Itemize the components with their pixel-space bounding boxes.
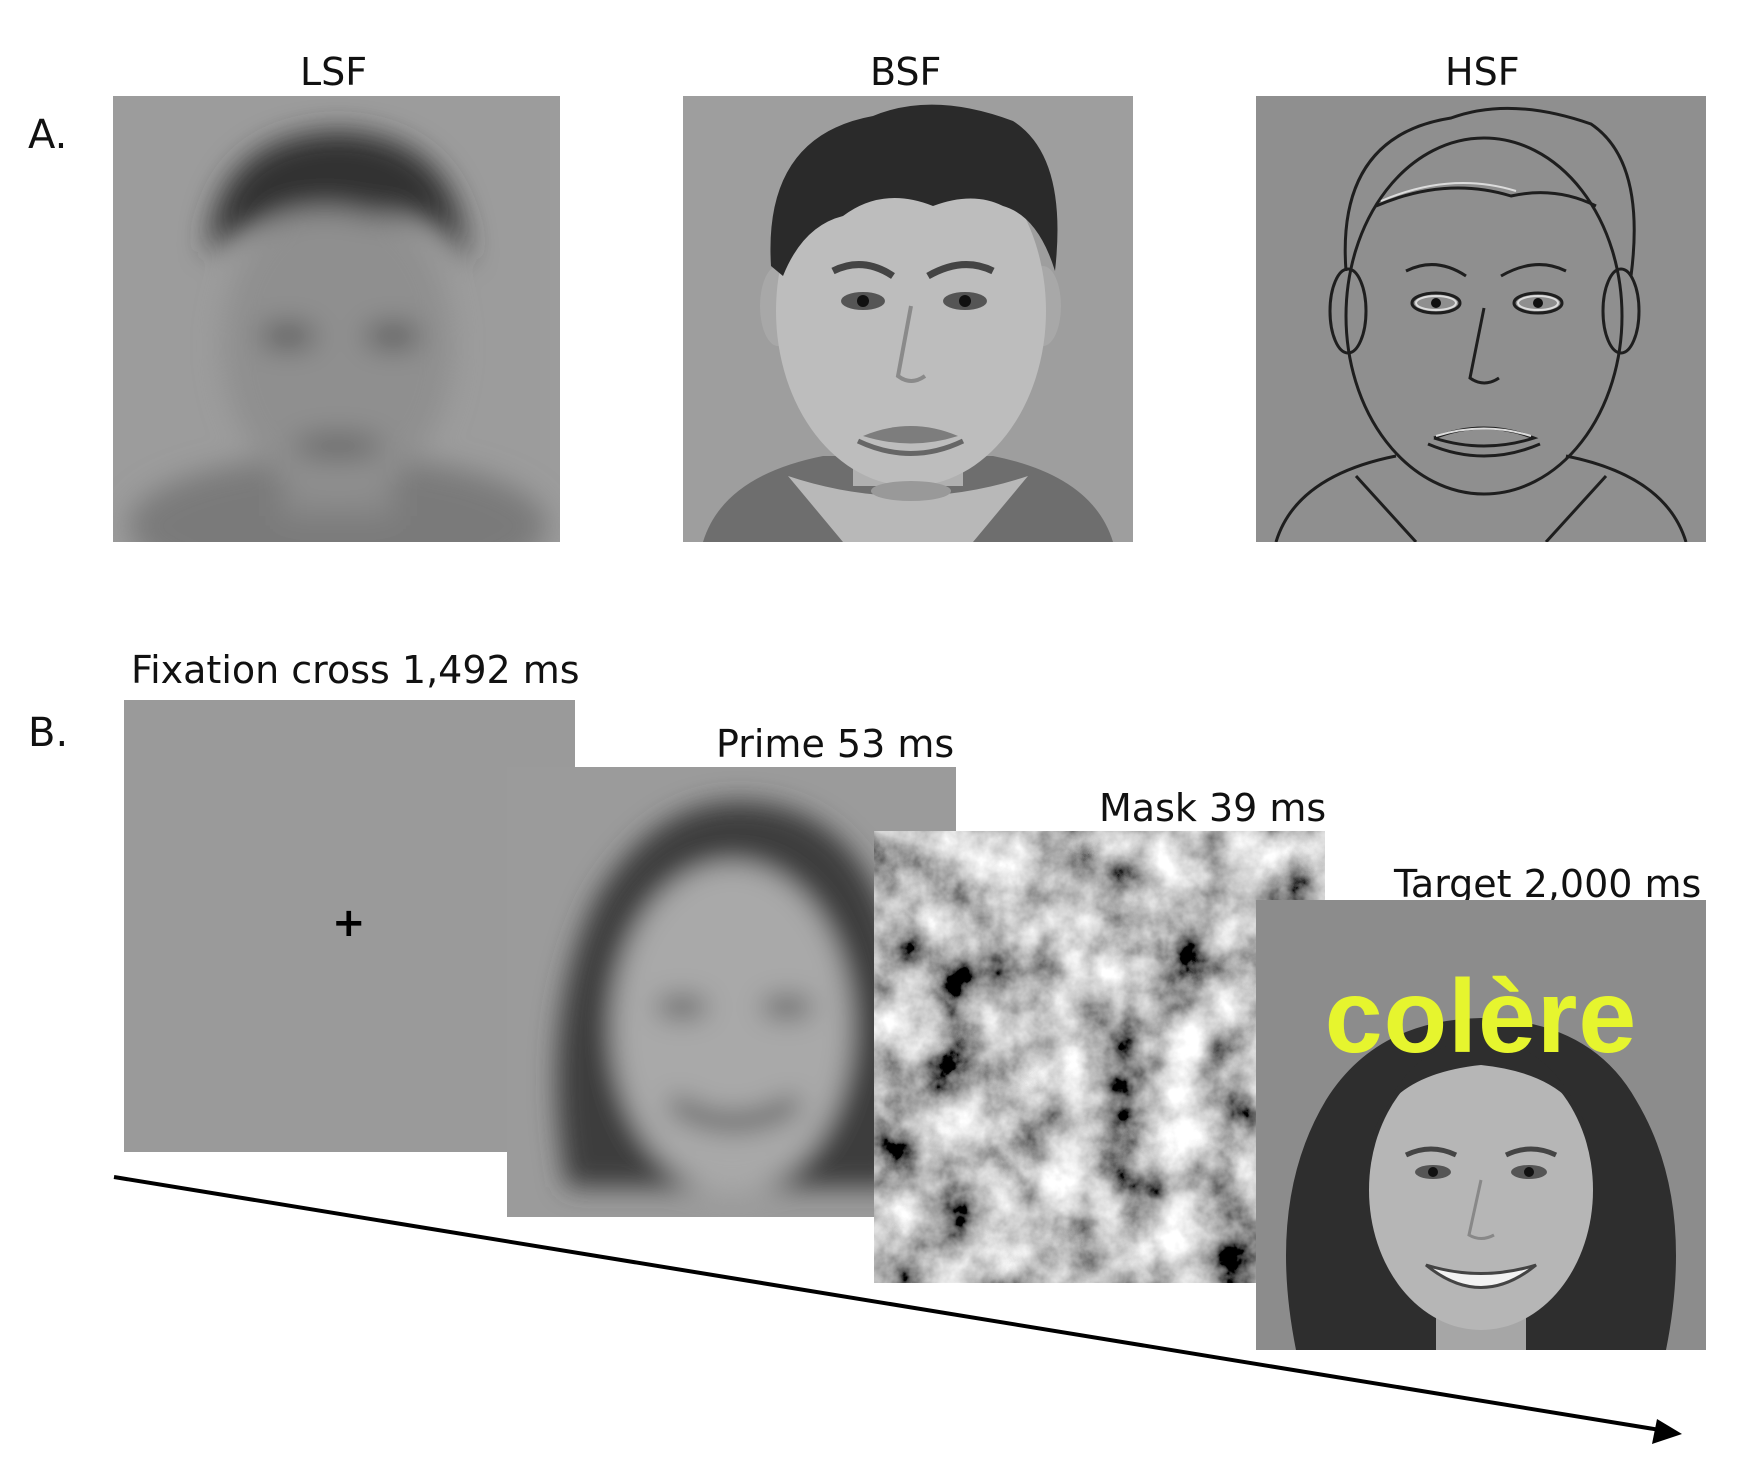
fixation-label: Fixation cross 1,492 ms [131, 648, 580, 692]
target-label: Target 2,000 ms [1394, 862, 1702, 906]
target-word: colère [1324, 959, 1638, 1075]
fixation-screen: + [124, 700, 575, 1152]
bsf-label: BSF [870, 50, 942, 94]
hsf-label: HSF [1445, 50, 1520, 94]
lsf-label: LSF [300, 50, 368, 94]
mask-noise-image [874, 831, 1325, 1283]
lsf-face-image [113, 96, 560, 542]
target-face-image: colère [1256, 900, 1706, 1350]
prime-label: Prime 53 ms [716, 722, 955, 766]
fixation-cross: + [332, 900, 366, 946]
panel-b-letter: B. [28, 710, 69, 756]
arrow-head-icon [1652, 1419, 1682, 1444]
bsf-face-image [683, 96, 1133, 542]
mask-label: Mask 39 ms [1099, 786, 1327, 830]
hsf-face-image [1256, 96, 1706, 542]
panel-a-letter: A. [28, 112, 68, 158]
